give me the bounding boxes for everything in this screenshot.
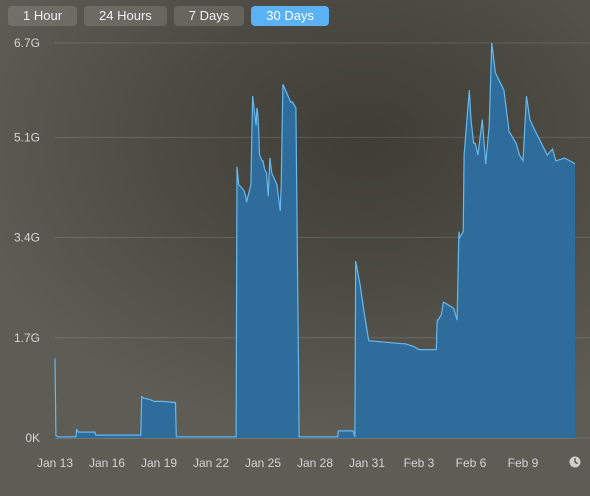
y-tick-label: 5.1G <box>14 130 40 144</box>
y-tick-label: 1.7G <box>14 331 40 345</box>
time-range-tabs: 1 Hour 24 Hours 7 Days 30 Days <box>8 6 329 26</box>
x-tick-label: Jan 31 <box>349 456 385 470</box>
x-tick-label: Jan 25 <box>245 456 281 470</box>
y-tick-label: 6.7G <box>14 36 40 50</box>
x-tick-label: Feb 6 <box>456 456 487 470</box>
x-tick-label: Jan 13 <box>37 456 73 470</box>
area-series-fill <box>55 43 575 438</box>
clock-icon[interactable] <box>569 456 581 468</box>
x-tick-label: Feb 3 <box>404 456 435 470</box>
x-axis-labels: Jan 13 Jan 16 Jan 19 Jan 22 Jan 25 Jan 28 Jan … <box>37 456 539 470</box>
x-tick-label: Jan 28 <box>297 456 333 470</box>
tab-30-days[interactable]: 30 Days <box>251 6 329 26</box>
tab-7-days[interactable]: 7 Days <box>173 6 245 26</box>
area-series-line <box>54 42 576 438</box>
y-axis-labels: 6.7G 5.1G 3.4G 1.7G 0K <box>14 36 40 445</box>
x-tick-label: Feb 9 <box>508 456 539 470</box>
x-tick-label: Jan 16 <box>89 456 125 470</box>
tab-24-hours[interactable]: 24 Hours <box>84 6 167 26</box>
x-tick-label: Jan 19 <box>141 456 177 470</box>
tab-1-hour[interactable]: 1 Hour <box>8 6 78 26</box>
y-tick-label: 3.4G <box>14 231 40 245</box>
y-tick-label: 0K <box>25 431 40 445</box>
x-tick-label: Jan 22 <box>193 456 229 470</box>
